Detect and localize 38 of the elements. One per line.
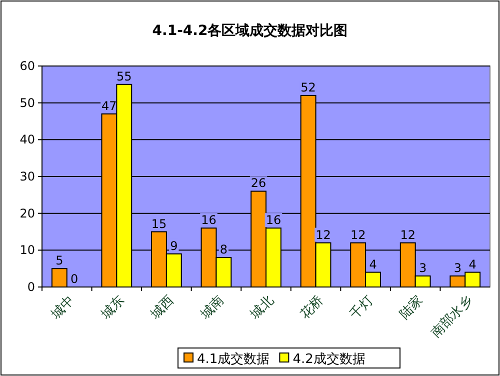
y-tick-label: 0 — [27, 280, 35, 294]
data-label: 0 — [70, 272, 78, 286]
x-tick-label: 陆家 — [396, 292, 426, 322]
y-tick-label: 40 — [20, 132, 35, 147]
x-tick-label: 城西 — [148, 293, 178, 323]
chart-title: 4.1-4.2各区域成交数据对比图 — [152, 22, 348, 39]
y-tick-label: 10 — [20, 243, 35, 258]
bar — [51, 268, 68, 288]
data-label: 12 — [400, 228, 416, 242]
data-label: 26 — [250, 176, 266, 190]
data-label: 4 — [369, 257, 377, 272]
data-label: 5 — [56, 254, 64, 268]
x-tick-label: 城北 — [247, 293, 277, 323]
x-tick-label: 花桥 — [298, 293, 327, 322]
data-label: 8 — [220, 242, 228, 257]
data-label: 16 — [201, 213, 216, 228]
x-tick-label: 南部水乡 — [428, 293, 476, 341]
y-tick-label: 60 — [20, 59, 35, 73]
legend-label: 4.2成交数据 — [292, 351, 366, 367]
data-label: 52 — [300, 80, 316, 94]
data-label: 47 — [102, 98, 117, 113]
legend-label: 4.1成交数据 — [197, 351, 270, 367]
data-label: 12 — [316, 228, 331, 242]
data-label: 3 — [454, 260, 462, 275]
x-tick-label: 城南 — [197, 293, 228, 323]
data-label: 4 — [468, 257, 476, 272]
y-tick-label: 30 — [20, 170, 35, 184]
x-tick-label: 千灯 — [347, 293, 376, 322]
data-label: 55 — [116, 69, 132, 84]
data-label: 3 — [418, 260, 427, 275]
data-label: 12 — [350, 228, 366, 242]
data-label: 9 — [170, 238, 178, 253]
x-tick-label: 城东 — [98, 293, 128, 323]
x-tick-label: 城中 — [48, 293, 78, 323]
y-tick-label: 50 — [20, 96, 35, 110]
y-tick-label: 20 — [20, 206, 35, 220]
data-label: 15 — [151, 216, 167, 231]
data-label: 16 — [266, 213, 282, 228]
